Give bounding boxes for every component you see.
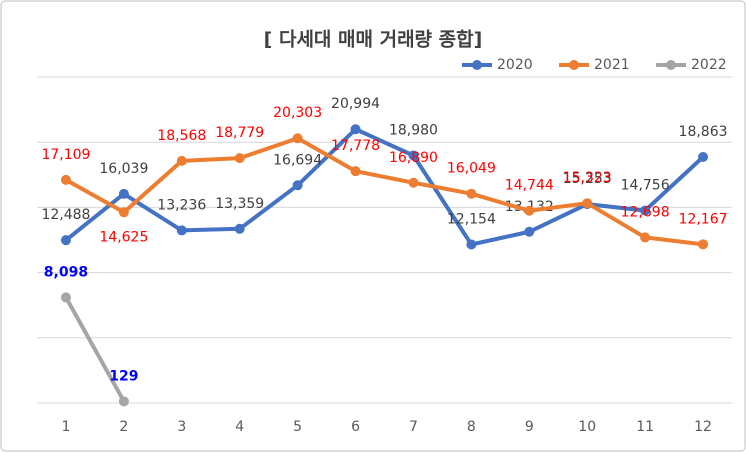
x-tick-label: 11: [636, 419, 654, 435]
data-label: 20,994: [331, 96, 380, 112]
data-label: 12,488: [41, 207, 90, 223]
data-label: 14,744: [505, 178, 554, 194]
data-point: [582, 198, 593, 209]
data-label: 18,980: [389, 123, 438, 139]
data-point: [118, 396, 129, 407]
legend-marker: [569, 60, 579, 70]
x-tick-label: 2: [119, 419, 128, 435]
legend-label: 2022: [691, 57, 727, 73]
data-label: 16,049: [447, 161, 496, 177]
data-label: 16,039: [99, 161, 148, 177]
data-label: 12,154: [447, 212, 496, 228]
legend-label: 2021: [594, 57, 630, 73]
data-label: 129: [109, 368, 138, 384]
data-point: [60, 292, 71, 303]
data-label: 13,359: [215, 196, 264, 212]
x-tick-label: 5: [293, 419, 302, 435]
data-point: [350, 166, 361, 177]
data-point: [60, 174, 71, 185]
x-tick-label: 6: [351, 419, 360, 435]
data-label: 8,098: [44, 264, 88, 280]
data-point: [350, 124, 361, 135]
data-point: [292, 180, 303, 191]
data-label: 13,236: [157, 197, 206, 213]
data-point: [118, 188, 129, 199]
data-point: [640, 205, 651, 216]
data-label: 15,323: [563, 170, 612, 186]
data-label: 17,109: [41, 147, 90, 163]
data-point: [524, 205, 535, 216]
x-tick-label: 9: [525, 419, 534, 435]
x-tick-label: 10: [578, 419, 596, 435]
data-point: [234, 223, 245, 234]
data-point: [640, 232, 651, 243]
data-point: [60, 235, 71, 246]
data-label: 18,779: [215, 125, 264, 141]
data-point: [466, 188, 477, 199]
x-tick-label: 1: [61, 419, 70, 435]
legend-label: 2020: [497, 57, 533, 73]
data-label: 18,568: [157, 128, 206, 144]
x-tick-label: 12: [694, 419, 712, 435]
data-label: 18,863: [679, 124, 728, 140]
data-label: 14,625: [99, 229, 148, 245]
data-label: 14,756: [621, 178, 670, 194]
x-tick-label: 8: [467, 419, 476, 435]
series-line: [64, 136, 704, 247]
data-label: 15,253: [563, 171, 612, 187]
data-label: 12,698: [621, 204, 670, 220]
data-point: [292, 133, 303, 144]
data-label: 12,167: [679, 211, 728, 227]
data-label: 16,694: [273, 152, 322, 168]
series-line: [64, 127, 705, 247]
legend-marker: [472, 60, 482, 70]
data-point: [466, 239, 477, 250]
data-label: 20,303: [273, 105, 322, 121]
x-tick-label: 4: [235, 419, 244, 435]
x-tick-label: 7: [409, 419, 418, 435]
data-label: 17,778: [331, 138, 380, 154]
series-line: [64, 296, 126, 403]
data-point: [524, 226, 535, 237]
data-point: [408, 177, 419, 188]
data-point: [176, 155, 187, 166]
data-label: 16,890: [389, 150, 438, 166]
x-tick-label: 3: [177, 419, 186, 435]
data-point: [698, 152, 709, 163]
data-point: [408, 150, 419, 161]
data-point: [118, 207, 129, 218]
data-point: [176, 225, 187, 236]
data-point: [234, 153, 245, 164]
legend-marker: [666, 60, 676, 70]
chart-title: [ 다세대 매매 거래량 종합]: [264, 29, 483, 51]
data-point: [698, 239, 709, 250]
